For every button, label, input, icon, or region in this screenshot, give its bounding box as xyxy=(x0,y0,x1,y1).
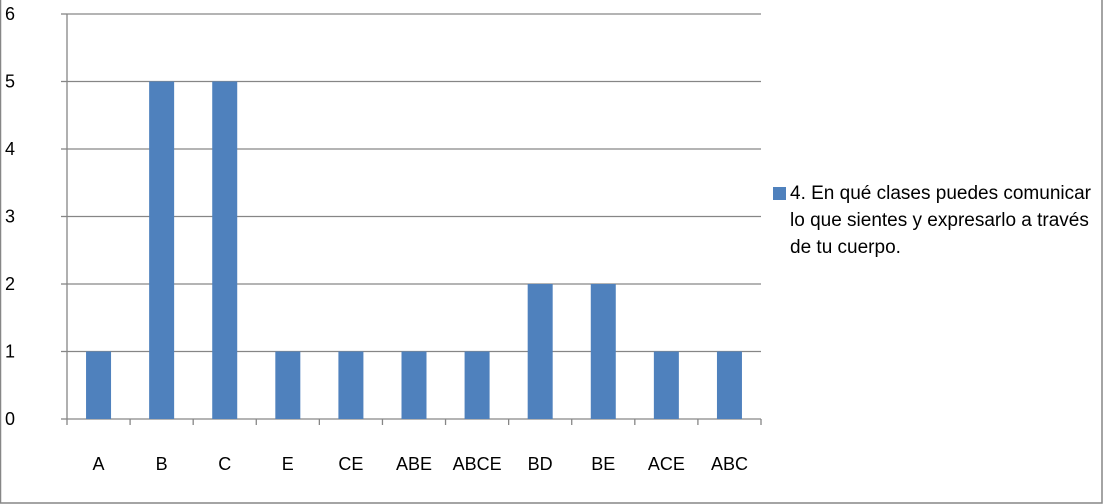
y-tick-label: 0 xyxy=(5,409,15,429)
x-tick-label: ABC xyxy=(711,454,748,474)
y-tick-labels: 0 1 2 3 4 5 6 xyxy=(5,4,15,429)
bar-b xyxy=(149,81,175,419)
x-tick-label: BE xyxy=(591,454,615,474)
bar-c xyxy=(212,81,238,419)
bar-a xyxy=(86,351,112,419)
bars xyxy=(86,81,742,419)
bar-be xyxy=(590,284,616,419)
x-tick-label: BD xyxy=(528,454,553,474)
legend: 4. En qué clases puedes comunicar lo que… xyxy=(773,180,1103,261)
x-tick-labels: A B C E CE ABE ABCE BD BE ACE ABC xyxy=(93,454,748,474)
bar-ce xyxy=(338,351,364,419)
x-tick-label: ABE xyxy=(396,454,432,474)
x-tick-label: CE xyxy=(338,454,363,474)
y-tick-label: 3 xyxy=(5,207,15,227)
x-tick-label: ABCE xyxy=(453,454,502,474)
legend-label: 4. En qué clases puedes comunicar lo que… xyxy=(790,183,1092,258)
bar-bd xyxy=(527,284,553,419)
gridlines xyxy=(67,13,761,353)
y-tick-label: 1 xyxy=(5,342,15,362)
bar-abc xyxy=(716,351,742,419)
x-tick-label: A xyxy=(93,454,105,474)
bar-e xyxy=(275,351,301,419)
bar-abce xyxy=(464,351,490,419)
y-tick-label: 4 xyxy=(5,139,15,159)
x-tick-label: ACE xyxy=(648,454,685,474)
legend-swatch xyxy=(773,187,786,200)
x-tick-label: B xyxy=(156,454,168,474)
y-tick-label: 2 xyxy=(5,274,15,294)
x-tick-label: C xyxy=(218,454,231,474)
bar-abe xyxy=(401,351,427,419)
y-tick-label: 5 xyxy=(5,72,15,92)
y-tick-label: 6 xyxy=(5,4,15,24)
x-tick-label: E xyxy=(282,454,294,474)
bar-ace xyxy=(653,351,679,419)
